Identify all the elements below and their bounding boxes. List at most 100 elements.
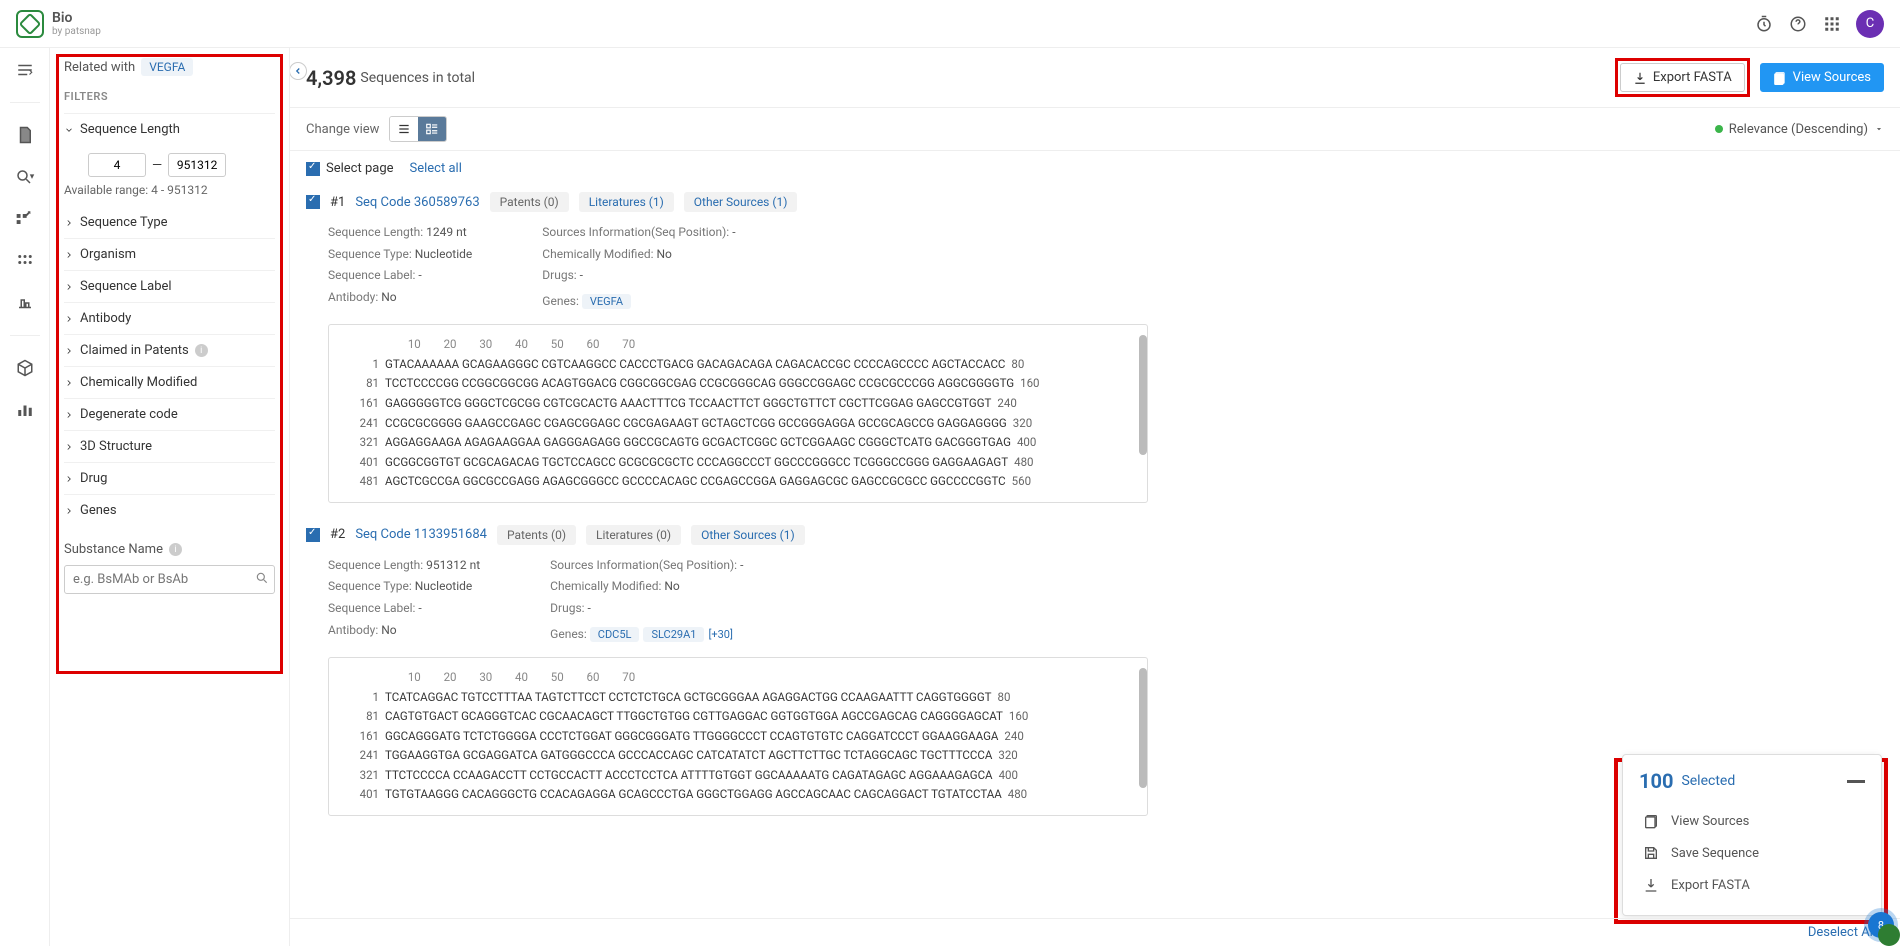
range-dash: —: [152, 158, 162, 173]
total-label: Sequences in total: [360, 70, 475, 86]
range-from-input[interactable]: [88, 153, 146, 177]
selection-action[interactable]: Export FASTA: [1639, 869, 1865, 901]
source-pill[interactable]: Other Sources (1): [691, 525, 805, 545]
select-page-label: Select page: [326, 161, 394, 176]
filter-item[interactable]: Sequence Type: [64, 207, 275, 238]
selection-action[interactable]: Save Sequence: [1639, 837, 1865, 869]
grid-icon[interactable]: ⬈: [15, 209, 35, 229]
gene-tag[interactable]: CDC5L: [590, 627, 640, 642]
menu-icon[interactable]: [15, 60, 35, 80]
left-rail: ▾ ⬈: [0, 48, 50, 946]
sequence-index: #2: [330, 527, 345, 542]
filter-item[interactable]: Chemically Modified: [64, 366, 275, 398]
sort-label: Relevance (Descending): [1729, 122, 1868, 137]
view-sources-button[interactable]: View Sources: [1760, 63, 1884, 92]
filter-item[interactable]: 3D Structure: [64, 430, 275, 462]
selection-count: 100: [1639, 769, 1673, 793]
deselect-all-link[interactable]: Deselect All: [1808, 925, 1876, 940]
action-label: Export FASTA: [1671, 878, 1750, 893]
help-icon[interactable]: [1788, 14, 1808, 34]
filter-item-label: Drug: [80, 471, 107, 486]
action-icon: [1643, 813, 1659, 829]
filter-item[interactable]: Degenerate code: [64, 398, 275, 430]
view-toggle: [389, 116, 447, 142]
select-page-checkbox[interactable]: [306, 162, 320, 176]
substance-input[interactable]: [64, 565, 275, 594]
timer-icon[interactable]: [1754, 14, 1774, 34]
avatar[interactable]: C: [1856, 10, 1884, 38]
select-row: Select page Select all: [290, 151, 1900, 186]
selection-label: Selected: [1681, 773, 1735, 789]
results-header: 4,398 Sequences in total Export FASTA Vi…: [290, 48, 1900, 108]
sequence-card: #1 Seq Code 360589763 Patents (0) Literatu…: [290, 186, 1900, 519]
range-inputs: —: [88, 153, 275, 177]
genes-more-link[interactable]: [+30]: [708, 628, 732, 641]
related-with: Related with VEGFA: [64, 58, 275, 76]
selection-action[interactable]: View Sources: [1639, 805, 1865, 837]
filter-item[interactable]: Claimed in Patents i: [64, 334, 275, 366]
brand-name: Bio: [52, 10, 101, 26]
substance-input-wrap: [64, 565, 275, 594]
view-detail-button[interactable]: [418, 117, 446, 141]
search-icon[interactable]: ▾: [15, 167, 35, 187]
selection-panel: 100 Selected View Sources Save Sequence Ex…: [1622, 754, 1882, 916]
box-icon[interactable]: [15, 358, 35, 378]
filter-item-label: Claimed in Patents: [80, 343, 189, 358]
sequence-index: #1: [330, 195, 345, 210]
substance-label: Substance Name i: [64, 542, 275, 557]
source-pill[interactable]: Literatures (0): [586, 525, 681, 545]
file-icon[interactable]: [15, 125, 35, 145]
scrollbar-thumb[interactable]: [1139, 668, 1147, 788]
sequence-viewer[interactable]: 10 20 30 40 50 60 701TCATCAGGAC TGTCCTTT…: [328, 657, 1148, 816]
secondary-bubble[interactable]: [1878, 924, 1900, 946]
sequence-code-link[interactable]: Seq Code 360589763: [355, 195, 479, 210]
structure-icon[interactable]: [15, 293, 35, 313]
filter-item[interactable]: Genes: [64, 494, 275, 526]
select-all-link[interactable]: Select all: [410, 161, 462, 176]
filter-item[interactable]: Sequence Label: [64, 270, 275, 302]
sequence-checkbox[interactable]: [306, 195, 320, 209]
info-icon[interactable]: i: [195, 344, 208, 357]
action-label: Save Sequence: [1671, 846, 1759, 861]
scrollbar-thumb[interactable]: [1139, 335, 1147, 455]
minimize-icon[interactable]: [1847, 780, 1865, 783]
action-label: View Sources: [1671, 814, 1749, 829]
info-icon[interactable]: i: [169, 543, 182, 556]
topbar-actions: C: [1754, 10, 1884, 38]
brand-sub: by patsnap: [52, 26, 101, 37]
export-fasta-button[interactable]: Export FASTA: [1620, 63, 1745, 92]
gene-tag[interactable]: VEGFA: [582, 294, 631, 309]
sequence-code-link[interactable]: Seq Code 1133951684: [355, 527, 487, 542]
filter-item-label: Chemically Modified: [80, 375, 197, 390]
search-icon[interactable]: [255, 571, 269, 585]
source-pill[interactable]: Patents (0): [490, 192, 569, 212]
filter-item[interactable]: Antibody: [64, 302, 275, 334]
related-tag[interactable]: VEGFA: [141, 58, 193, 76]
source-pill[interactable]: Literatures (1): [579, 192, 674, 212]
source-pill[interactable]: Other Sources (1): [684, 192, 798, 212]
sort-selector[interactable]: Relevance (Descending): [1715, 122, 1884, 137]
filter-item-label: Sequence Label: [80, 279, 172, 294]
filter-item[interactable]: Organism: [64, 238, 275, 270]
logo[interactable]: Bio by patsnap: [16, 10, 101, 38]
view-list-button[interactable]: [390, 117, 418, 141]
footer-bar: Deselect All: [290, 918, 1900, 946]
filter-item-label: Genes: [80, 503, 117, 518]
meta-left: Sequence Length: 1249 ntSequence Type: N…: [328, 222, 472, 312]
meta-left: Sequence Length: 951312 ntSequence Type:…: [328, 555, 480, 645]
apps-icon[interactable]: [1822, 14, 1842, 34]
sequence-checkbox[interactable]: [306, 528, 320, 542]
filter-item[interactable]: Drug: [64, 462, 275, 494]
gene-tag[interactable]: SLC29A1: [643, 627, 704, 642]
action-icon: [1643, 845, 1659, 861]
dots-icon[interactable]: [15, 251, 35, 271]
sequence-viewer[interactable]: 10 20 30 40 50 60 701GTACAAAAAA GCAGAAGG…: [328, 324, 1148, 502]
total-count: 4,398: [306, 66, 356, 90]
chart-icon[interactable]: [15, 400, 35, 420]
view-row: Change view Relevance (Descending): [290, 108, 1900, 151]
range-note: Available range: 4 - 951312: [64, 183, 275, 197]
range-to-input[interactable]: [168, 153, 226, 177]
source-pill[interactable]: Patents (0): [497, 525, 576, 545]
filter-sequence-length[interactable]: Sequence Length: [64, 113, 275, 145]
logo-icon: [16, 10, 44, 38]
